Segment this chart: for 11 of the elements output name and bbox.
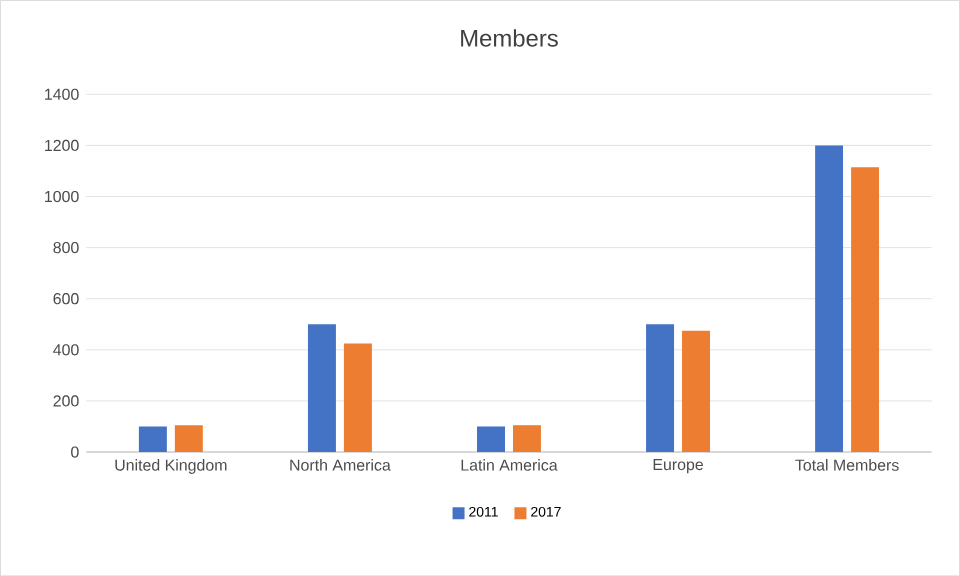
bar: [682, 330, 711, 452]
bar: [477, 426, 505, 452]
bar: [174, 425, 203, 452]
bar: [307, 324, 336, 452]
bar: [815, 145, 844, 452]
bar: [138, 426, 167, 452]
bar: [512, 425, 541, 452]
bar: [343, 343, 372, 452]
bar: [851, 166, 880, 452]
chart-title: Members: [461, 29, 558, 47]
bar: [646, 324, 675, 452]
